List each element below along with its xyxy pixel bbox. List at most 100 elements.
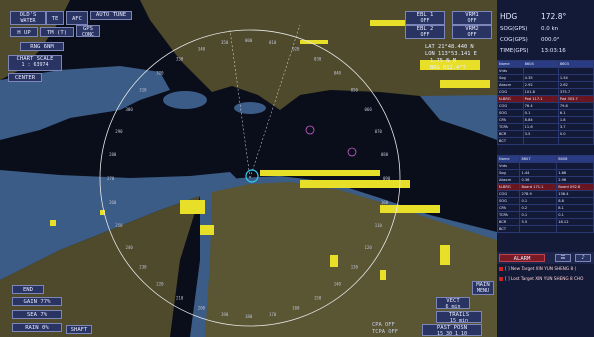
ebl2-button[interactable]: EBL 2 OFF: [405, 25, 445, 39]
table-cell: [522, 67, 559, 75]
bearing-tick-label: 300: [126, 107, 134, 112]
bearing-tick-label: 160: [292, 306, 300, 311]
table-cell: 2.92: [522, 81, 559, 89]
table-cell: BCR: [496, 218, 521, 226]
cog-value: 000.0°: [541, 37, 560, 43]
cog-label: COG(GPS): [500, 37, 528, 43]
ebl1-button[interactable]: EBL 1 OFF: [405, 11, 445, 25]
gps-button[interactable]: GPS CONC: [76, 25, 100, 38]
target-table-1[interactable]: Name 8604 8603 Vrds Sog 4.35 1.54 Abscrn 2.92 2.6…: [497, 60, 594, 145]
auto-tune-button[interactable]: AUTO TUNE: [90, 11, 132, 20]
alarm-ack-icon[interactable]: ☰: [555, 254, 571, 262]
table-cell: SOG: [497, 109, 524, 117]
te-button[interactable]: TE: [46, 11, 64, 25]
shaft-button[interactable]: SHAFT: [66, 325, 92, 334]
alarm-row[interactable]: [ ] Lost Target XIN YUN SHENG 8 CHO: [497, 276, 594, 281]
cpa-readout: CPA OFF: [372, 322, 395, 328]
bearing-tick-label: 050: [351, 87, 359, 92]
table-cell: 5.5: [519, 218, 558, 226]
trails-button[interactable]: TRAILS 15 min: [436, 311, 482, 324]
table-cell: BCR: [497, 130, 524, 138]
old-water-line1: OLD'S: [19, 12, 37, 18]
sea-control[interactable]: SEA 7%: [12, 310, 62, 319]
table-row: COG 101.8 375.7: [497, 88, 594, 96]
table-cell: 8607: [519, 155, 558, 163]
target-marker[interactable]: [347, 147, 357, 157]
past-position-button[interactable]: PAST POSN 15 30 1 10: [422, 324, 482, 337]
rain-label: RAIN: [25, 325, 39, 331]
ebl-line: [229, 29, 251, 179]
chart-scale-box[interactable]: CHART SCALE 1 : 63974: [8, 55, 62, 71]
table-cell: Abscrn: [496, 176, 521, 184]
target-marker[interactable]: [305, 125, 315, 135]
bearing-tick-label: 060: [365, 107, 373, 112]
table-cell: Pod 117.1: [522, 95, 559, 103]
gain-label: GAIN: [23, 299, 37, 305]
table-cell: 0.0: [557, 130, 594, 138]
sea-value: 7%: [40, 312, 48, 318]
table-cell: [556, 162, 594, 170]
past-posn-label: PAST POSN: [436, 325, 468, 331]
table-cell: Name: [496, 155, 521, 163]
table-row: SOG 0.1 6.1: [497, 109, 594, 117]
table-cell: 278.9: [519, 190, 558, 198]
head-up-button[interactable]: H UP: [10, 27, 38, 37]
table-row: CPA 0.2 8.1: [496, 204, 594, 212]
table-cell: TCPA: [497, 123, 524, 131]
table-cell: N-BRG: [496, 183, 521, 191]
end-button[interactable]: END: [12, 285, 44, 294]
table-row: BCT: [497, 137, 594, 145]
hdg-label: HDG: [500, 12, 518, 21]
bearing-tick-label: 070: [375, 129, 383, 134]
alarm-button[interactable]: ALARM: [499, 254, 545, 262]
table-row: TCPA 11.6 3.7: [497, 123, 594, 131]
table-cell: 136.4: [556, 190, 594, 198]
alarm-row[interactable]: [ ] New Target XIN YUN SHENG 8 (: [497, 266, 594, 271]
sound-icon[interactable]: ♪: [575, 254, 591, 262]
bearing-tick-label: 130: [351, 265, 359, 270]
bearing-tick-label: 150: [314, 296, 322, 301]
main-menu-button[interactable]: MAIN MENU: [472, 281, 494, 295]
afc-button[interactable]: AFC: [66, 11, 88, 25]
table-cell: [557, 137, 594, 145]
table-cell: 0.36: [519, 176, 558, 184]
table-row: COG 76.4 79.8: [497, 102, 594, 110]
center-button[interactable]: CENTER: [8, 73, 42, 82]
chart-scale-label: CHART SCALE: [16, 56, 54, 62]
tune-label: TUNE: [112, 12, 127, 18]
ebl2-state: OFF: [420, 32, 430, 38]
table-row: CPA 8.84 1.8: [497, 116, 594, 124]
radar-echoes: [50, 20, 490, 280]
gain-control[interactable]: GAIN 77%: [12, 297, 62, 306]
table-cell: COG: [497, 102, 524, 110]
rain-control[interactable]: RAIN 0%: [12, 323, 62, 332]
table-row: BCR 5.5 18.12: [496, 218, 594, 226]
radar-display[interactable]: 340 350 000 010 020 030 040 050 060 070 080 090 100 1…: [0, 0, 497, 337]
range-button[interactable]: RNG 6NM: [20, 42, 64, 51]
motion-mode-button[interactable]: TM (T): [40, 27, 74, 37]
old-water-button[interactable]: OLD'S WATER: [10, 11, 46, 25]
vector-button[interactable]: VECT 6 min: [436, 297, 470, 310]
table-cell: 0.2: [519, 204, 558, 212]
table-cell: [519, 162, 558, 170]
table-cell: 8.8: [556, 197, 594, 205]
table-cell: 1.54: [557, 74, 594, 82]
table-cell: 8603: [557, 60, 594, 68]
table-cell: CPA: [497, 116, 524, 124]
time-value: 13:03:16: [541, 48, 566, 54]
bearing-tick-label: 290: [115, 129, 123, 134]
island-shoal-2: [234, 102, 266, 114]
vrm1-button[interactable]: VRM1 OFF: [452, 11, 492, 25]
bearing-tick-label: 120: [365, 245, 373, 250]
table-cell: 8604: [522, 60, 559, 68]
vect-label: VECT: [446, 298, 460, 304]
hdg-value: 172.8°: [541, 12, 567, 21]
land-south: [205, 182, 497, 337]
table-cell: 0.1: [556, 211, 594, 219]
bearing-tick-label: 340: [198, 46, 206, 51]
chart-scale-value: 1 : 63974: [21, 62, 49, 68]
range-ring: [99, 29, 401, 327]
target-table-2[interactable]: Name 8607 8608 Vrds Sog 1.44 1.66 Abscrn 0.36 2.9…: [496, 155, 594, 233]
vect-value: 6 min: [445, 304, 461, 310]
vrm2-button[interactable]: VRM2 OFF: [452, 25, 492, 39]
